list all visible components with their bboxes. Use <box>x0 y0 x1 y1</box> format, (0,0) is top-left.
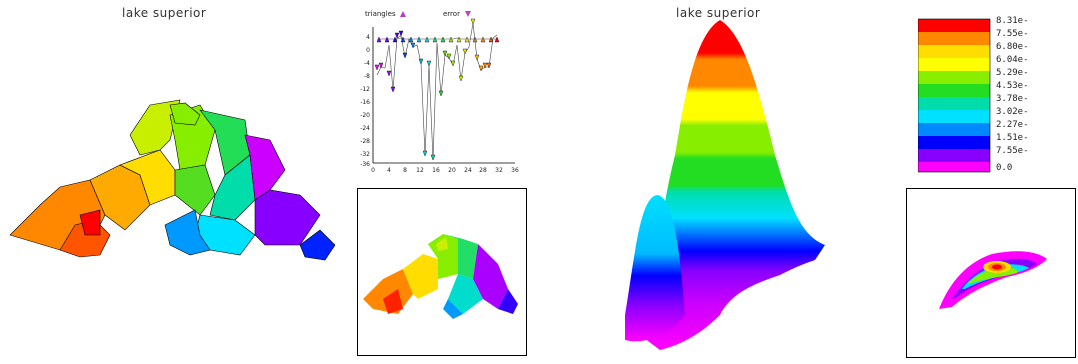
error-markers <box>374 18 492 161</box>
map-region <box>174 164 216 216</box>
y-tick-label: -20 <box>360 112 370 119</box>
colorbar-swatch <box>918 19 990 32</box>
y-tick-label: -8 <box>364 73 370 80</box>
map-region <box>164 209 211 256</box>
y-tick-label: 4 <box>366 34 370 41</box>
colorbar-label: 6.80e-3 <box>996 42 1028 52</box>
x-tick-label: 12 <box>416 167 424 174</box>
colorbar-label: 7.55e-4 <box>996 146 1028 156</box>
colorbar-label: 8.31e-3 <box>996 16 1028 26</box>
y-tick-label: -12 <box>360 86 370 93</box>
colorbar-label: 7.55e-3 <box>996 29 1028 39</box>
triangles-markers <box>376 36 500 43</box>
y-tick-labels: 4 0 -4 -8 -12 -16 -20 -24 -28 -32 -36 <box>360 34 370 168</box>
lake-superior-map <box>9 99 336 261</box>
x-tick-label: 32 <box>495 167 503 174</box>
x-tick-label: 16 <box>432 167 440 174</box>
map-region <box>254 189 321 246</box>
colorbar-swatch <box>918 45 990 58</box>
x-tick-label: 24 <box>464 167 472 174</box>
surface-main-peak <box>640 20 825 350</box>
colorbar-swatch <box>918 84 990 97</box>
legend-triangles-label: triangles <box>365 10 396 18</box>
colorbar-swatch <box>918 123 990 136</box>
colorbar-swatch <box>918 97 990 110</box>
colorbar-swatch <box>918 58 990 71</box>
surface-plot-3d <box>625 20 825 350</box>
colorbar-label: 2.27e-3 <box>996 120 1028 130</box>
colorbar-label: 5.29e-3 <box>996 68 1028 78</box>
colorbar-swatch <box>918 71 990 84</box>
colorbar-swatch <box>918 32 990 45</box>
x-tick-label: 36 <box>511 167 519 174</box>
y-tick-label: -16 <box>360 99 370 106</box>
map-region <box>79 209 101 236</box>
error-plot: triangles error 4 0 -4 -8 -12 -16 -20 -2… <box>360 10 519 174</box>
colorbar-label: 3.78e-3 <box>996 94 1028 104</box>
y-tick-label: -32 <box>360 151 370 158</box>
y-tick-label: -4 <box>364 60 370 67</box>
colorbar-label: 4.53e-3 <box>996 81 1028 91</box>
colorbar-label: 0.0 <box>996 163 1012 173</box>
contour-inset <box>939 251 1047 309</box>
x-tick-label: 4 <box>387 167 391 174</box>
colorbar-swatches <box>918 19 990 172</box>
map-region <box>129 99 181 156</box>
colorbar-swatch <box>918 162 990 172</box>
error-series <box>376 22 498 161</box>
y-tick-label: -24 <box>360 125 370 132</box>
map-region <box>169 102 201 126</box>
colorbar: 8.31e-3 7.55e-3 6.80e-3 6.04e-3 5.29e-3 … <box>918 16 1028 173</box>
x-tick-label: 20 <box>448 167 456 174</box>
colorbar-swatch <box>918 136 990 149</box>
colorbar-label: 3.02e-3 <box>996 107 1028 117</box>
colorbar-swatch <box>918 110 990 123</box>
x-tick-label: 8 <box>403 167 407 174</box>
legend-error-marker <box>465 11 471 17</box>
contour-inset-frame <box>906 188 1076 358</box>
y-tick-label: -28 <box>360 138 370 145</box>
colorbar-swatch <box>918 149 990 162</box>
y-tick-label: 0 <box>366 47 370 54</box>
inset-map <box>363 234 518 319</box>
x-tick-labels: 0 4 8 12 16 20 24 28 32 36 <box>371 167 519 174</box>
x-tick-label: 28 <box>479 167 487 174</box>
y-tick-label: -36 <box>360 161 370 168</box>
colorbar-label: 1.51e-3 <box>996 133 1028 143</box>
right-panel-title: lake superior <box>676 6 761 20</box>
inset-map-frame <box>357 188 527 356</box>
colorbar-labels: 8.31e-3 7.55e-3 6.80e-3 6.04e-3 5.29e-3 … <box>996 16 1028 173</box>
legend-error-label: error <box>443 10 460 18</box>
left-panel-title: lake superior <box>122 6 207 20</box>
surface-small-peak <box>625 195 685 342</box>
map-region <box>299 229 336 261</box>
colorbar-label: 6.04e-3 <box>996 55 1028 65</box>
legend-triangles-marker <box>400 11 406 17</box>
x-tick-label: 0 <box>371 167 375 174</box>
